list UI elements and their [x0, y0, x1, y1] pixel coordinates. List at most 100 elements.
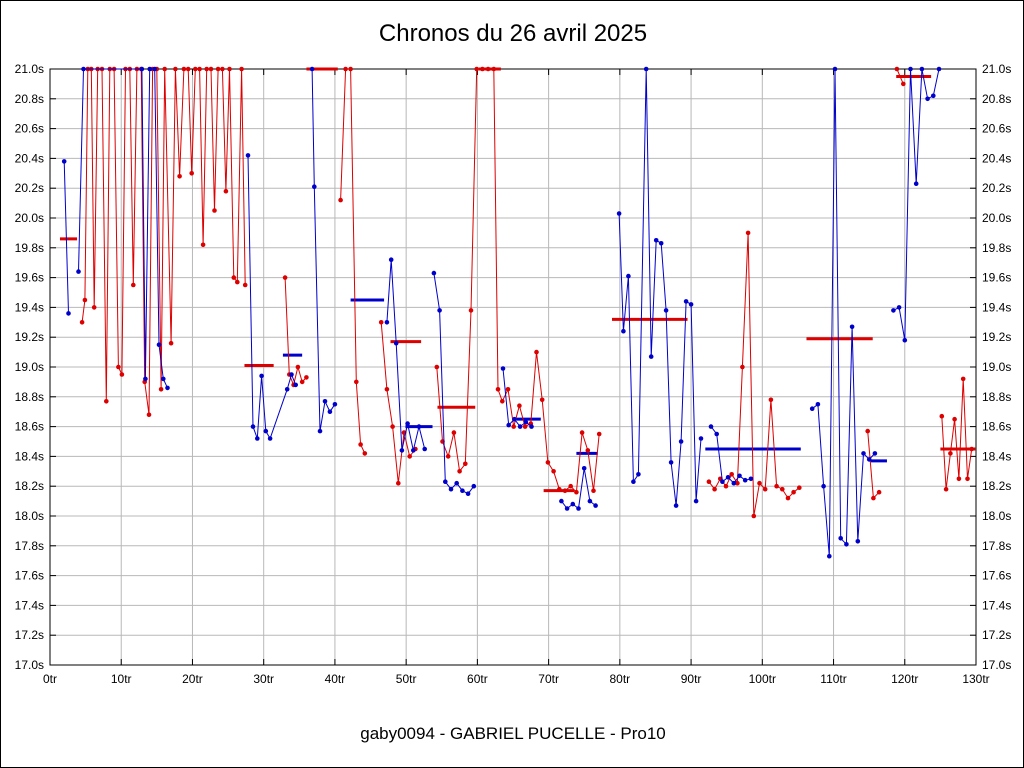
- y-tick-label-right: 19.6s: [982, 271, 1011, 285]
- lap-point-red: [451, 430, 457, 435]
- lap-point-blue: [143, 376, 148, 382]
- lap-line-red: [896, 68, 904, 85]
- lap-point-blue: [698, 436, 704, 441]
- lap-point-red: [491, 66, 497, 72]
- lap-point-red: [474, 66, 480, 72]
- y-tick-label-left: 17.4s: [15, 598, 44, 612]
- lap-point-blue: [332, 402, 338, 407]
- lap-point-blue: [309, 66, 315, 72]
- lap-point-blue: [254, 436, 260, 441]
- lap-line-red: [340, 68, 366, 454]
- lap-point-blue: [576, 506, 581, 511]
- y-tick-label-left: 18.8s: [15, 390, 44, 404]
- lap-point-red: [969, 446, 974, 452]
- lap-point-blue: [165, 385, 170, 391]
- lap-point-blue: [448, 486, 454, 492]
- lap-point-red: [468, 308, 474, 313]
- lap-point-red: [574, 489, 579, 495]
- lap-point-blue: [506, 422, 512, 428]
- lap-point-blue: [66, 311, 71, 316]
- lap-point-red: [215, 66, 221, 72]
- y-tick-label-right: 20.6s: [982, 122, 1011, 136]
- x-tick-label: 120tr: [891, 672, 918, 686]
- lap-point-red: [729, 472, 734, 477]
- lap-point-red: [762, 486, 768, 492]
- y-tick-label-right: 18.2s: [982, 479, 1011, 493]
- lap-point-red: [712, 486, 717, 492]
- lap-point-blue: [908, 66, 913, 72]
- lap-point-blue: [152, 66, 157, 72]
- lap-point-blue: [317, 428, 323, 434]
- lap-point-red: [200, 242, 206, 248]
- lap-point-blue: [411, 448, 416, 453]
- lap-point-blue: [668, 460, 674, 465]
- lap-point-blue: [838, 536, 843, 541]
- y-tick-label-left: 19.8s: [15, 241, 44, 255]
- lap-line-blue: [618, 68, 702, 506]
- chart-title: Chronos du 26 avril 2025: [379, 20, 647, 47]
- lap-point-red: [384, 387, 390, 392]
- lap-point-blue: [284, 387, 290, 392]
- y-tick-label-left: 17.2s: [15, 628, 44, 642]
- lap-point-red: [568, 483, 573, 489]
- y-tick-label-right: 17.4s: [982, 598, 1011, 612]
- y-tick-label-left: 20.8s: [15, 92, 44, 106]
- lap-point-blue: [399, 448, 405, 453]
- lap-point-red: [500, 399, 505, 404]
- lap-point-red: [390, 424, 395, 429]
- lap-point-blue: [147, 66, 152, 72]
- lap-point-red: [231, 275, 237, 280]
- x-tick-label: 70tr: [538, 672, 559, 686]
- lap-point-blue: [866, 457, 872, 462]
- lap-point-blue: [636, 472, 641, 477]
- lap-point-blue: [708, 424, 714, 429]
- lap-line-blue: [893, 68, 940, 341]
- lap-point-red: [146, 412, 152, 418]
- lap-point-blue: [631, 479, 636, 485]
- lap-point-red: [562, 488, 568, 494]
- x-tick-label: 60tr: [467, 672, 488, 686]
- y-tick-label-left: 20.4s: [15, 151, 44, 165]
- lap-point-red: [104, 399, 109, 404]
- y-tick-label-left: 17.0s: [15, 658, 44, 672]
- lap-point-blue: [693, 498, 699, 504]
- lap-point-blue: [643, 66, 649, 72]
- lap-point-blue: [731, 480, 737, 486]
- lap-point-red: [197, 66, 202, 72]
- lap-point-red: [960, 376, 966, 382]
- y-tick-label-right: 18.8s: [982, 390, 1011, 404]
- lap-point-red: [780, 486, 785, 492]
- lap-point-blue: [460, 488, 465, 494]
- lap-point-blue: [737, 473, 742, 479]
- y-tick-label-right: 17.2s: [982, 628, 1011, 642]
- lap-point-red: [517, 403, 522, 409]
- lap-point-red: [239, 66, 244, 72]
- lap-point-red: [445, 454, 451, 459]
- lap-point-red: [396, 480, 401, 486]
- lap-point-blue: [861, 451, 866, 456]
- y-tick-label-right: 20.8s: [982, 92, 1011, 106]
- lap-point-red: [785, 495, 791, 501]
- lap-point-blue: [422, 446, 428, 452]
- lap-point-blue: [267, 436, 273, 441]
- y-tick-label-right: 17.0s: [982, 658, 1011, 672]
- lap-point-red: [943, 486, 949, 492]
- lap-point-red: [956, 476, 962, 482]
- lap-line-red: [436, 68, 600, 494]
- y-tick-label-right: 17.6s: [982, 569, 1011, 583]
- lap-point-blue: [76, 269, 81, 274]
- lap-point-blue: [748, 476, 754, 482]
- lap-point-blue: [500, 366, 506, 371]
- y-tick-label-left: 18.0s: [15, 509, 44, 523]
- lap-point-red: [358, 442, 363, 447]
- lap-point-red: [212, 208, 217, 213]
- lap-point-red: [463, 461, 468, 467]
- lap-point-blue: [678, 439, 684, 444]
- lap-point-blue: [559, 498, 564, 504]
- lap-point-blue: [714, 431, 719, 437]
- lap-point-red: [204, 66, 209, 72]
- lap-point-red: [158, 387, 164, 392]
- lap-point-blue: [896, 305, 902, 310]
